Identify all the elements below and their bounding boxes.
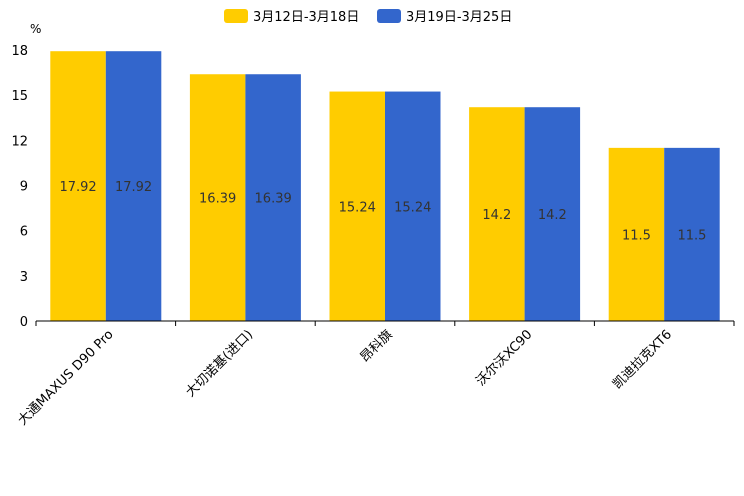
bar xyxy=(189,74,246,321)
legend: 3月12日-3月18日 3月19日-3月25日 xyxy=(224,9,512,25)
y-tick-label: 6 xyxy=(20,225,28,240)
y-axis: 0 3 6 9 12 15 18 xyxy=(11,44,28,330)
legend-swatch xyxy=(377,9,401,23)
data-label: 16.39 xyxy=(199,192,236,207)
data-label: 15.24 xyxy=(394,200,431,215)
x-category-label: 昂科旗 xyxy=(357,327,396,366)
data-label: 11.5 xyxy=(677,228,706,243)
x-category-label: 凯迪拉克XT6 xyxy=(610,327,675,392)
y-axis-unit-label: % xyxy=(30,22,41,36)
legend-swatch xyxy=(224,9,248,23)
x-axis: 大通MAXUS D90 Pro 大切诺基(进口) 昂科旗 沃尔沃XC90 凯迪拉克XT6 xyxy=(15,320,735,429)
y-tick-label: 9 xyxy=(20,180,28,195)
bar xyxy=(385,91,441,321)
bar xyxy=(664,147,720,321)
data-label: 16.39 xyxy=(255,192,292,207)
legend-label: 3月19日-3月25日 xyxy=(406,10,512,25)
bar xyxy=(105,51,162,322)
bar xyxy=(469,107,525,321)
x-category-label: 大通MAXUS D90 Pro xyxy=(15,327,116,428)
y-tick-label: 15 xyxy=(11,89,28,104)
data-label: 17.92 xyxy=(59,180,96,195)
data-label: 17.92 xyxy=(115,180,152,195)
bar xyxy=(245,74,301,321)
y-tick-label: 12 xyxy=(11,134,28,149)
bars: 17.92 17.92 16.39 16.39 15.24 15.24 14.2 14.2 11… xyxy=(50,51,720,322)
x-category-label: 大切诺基(进口) xyxy=(183,327,256,400)
legend-label: 3月12日-3月18日 xyxy=(253,10,359,25)
data-label: 15.24 xyxy=(339,200,376,215)
data-label: 14.2 xyxy=(538,208,567,223)
bar xyxy=(50,51,106,322)
data-label: 11.5 xyxy=(622,228,651,243)
y-tick-label: 0 xyxy=(20,315,28,330)
data-label: 14.2 xyxy=(482,208,511,223)
x-category-label: 沃尔沃XC90 xyxy=(473,327,535,389)
y-tick-label: 3 xyxy=(20,270,28,285)
bar xyxy=(608,147,665,321)
bar xyxy=(524,107,581,321)
y-tick-label: 18 xyxy=(11,44,28,59)
bar xyxy=(329,91,385,321)
